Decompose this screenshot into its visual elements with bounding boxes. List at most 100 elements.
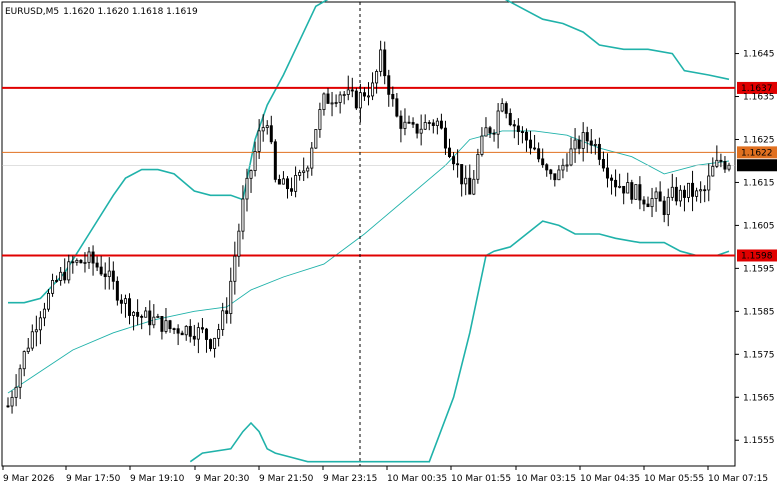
candle-body <box>634 184 638 200</box>
candle-body <box>488 127 492 134</box>
candle-body <box>91 251 95 264</box>
x-tick-label: 10 Mar 04:35 <box>580 474 640 484</box>
candle-body <box>342 94 346 96</box>
candle-body <box>391 93 395 100</box>
candle-body <box>638 184 642 201</box>
bollinger-upper-line <box>8 0 730 304</box>
candle-body <box>387 75 391 95</box>
candle-body <box>233 255 237 282</box>
y-tick-label: 1.1575 <box>743 350 775 360</box>
candle-body <box>597 143 601 160</box>
x-tick-label: 9 Mar 2026 <box>3 474 55 484</box>
candle-body <box>468 177 472 195</box>
candle-body <box>512 124 516 127</box>
candle-body <box>366 95 370 98</box>
candle-body <box>67 261 71 281</box>
y-tick-label: 1.1625 <box>743 135 775 145</box>
candle-body <box>257 130 261 152</box>
candle-body <box>399 115 403 129</box>
candle-body <box>711 165 715 177</box>
level-price-label: 1.1637 <box>741 84 773 94</box>
candle-body <box>229 280 233 314</box>
candle-body <box>164 320 168 332</box>
candle-body <box>221 310 225 330</box>
x-tick-label: 10 Mar 03:15 <box>516 474 576 484</box>
candle-body <box>662 200 666 215</box>
candle-body <box>338 94 342 103</box>
candle-body <box>83 261 87 264</box>
candle-body <box>298 172 302 176</box>
x-tick-label: 9 Mar 17:50 <box>66 474 121 484</box>
candle-body <box>79 259 83 264</box>
candle-body <box>626 182 630 194</box>
candle-body <box>249 170 253 179</box>
candle-body <box>119 299 123 304</box>
candle-body <box>253 151 257 171</box>
candle-body <box>605 167 609 179</box>
candle-body <box>47 292 51 310</box>
candle-body <box>107 270 111 278</box>
ohlc-values: 1.1620 1.1620 1.1618 1.1619 <box>63 7 198 17</box>
candle-body <box>152 316 156 326</box>
candle-body <box>557 169 561 181</box>
candle-body <box>727 164 731 170</box>
candle-body <box>585 132 589 142</box>
candle-body <box>719 159 723 162</box>
x-tick-label: 10 Mar 00:35 <box>387 474 447 484</box>
candle-body <box>237 230 241 257</box>
price-axis: 1.1645 1.1635 1.1625 1.1615 1.1605 1.1595 1.15… <box>735 50 775 446</box>
candle-body <box>492 132 496 135</box>
candle-body <box>472 178 476 195</box>
candle-body <box>217 329 221 339</box>
candle-body <box>569 148 573 166</box>
candle-body <box>476 154 480 180</box>
candle-body <box>156 315 160 318</box>
x-tick-label: 9 Mar 20:30 <box>195 474 250 484</box>
candle-body <box>419 128 423 134</box>
candle-body <box>610 177 614 181</box>
candle-body <box>209 339 213 349</box>
bollinger-lower-line <box>189 220 730 463</box>
candle-body <box>658 191 662 202</box>
candle-body <box>87 251 91 263</box>
candle-body <box>362 92 366 97</box>
candle-body <box>184 325 188 336</box>
candle-body <box>670 186 674 198</box>
candle-body <box>346 89 350 95</box>
candle-body <box>290 188 294 192</box>
candle-body <box>14 386 18 398</box>
x-tick-label: 9 Mar 23:15 <box>323 474 377 484</box>
x-tick-label: 10 Mar 01:55 <box>451 474 511 484</box>
candle-body <box>460 164 464 185</box>
candle-body <box>277 179 281 185</box>
candle-body <box>452 156 456 165</box>
y-tick-label: 1.1605 <box>743 221 775 231</box>
x-tick-label: 9 Mar 19:10 <box>130 474 185 484</box>
candle-body <box>144 310 148 318</box>
candle-body <box>160 315 164 332</box>
candle-body <box>407 121 411 124</box>
candle-body <box>707 175 711 191</box>
level-price-label-bg <box>737 249 777 262</box>
candle-body <box>196 327 200 340</box>
candle-body <box>577 139 581 149</box>
level-price-label-bg <box>737 81 777 94</box>
candle-body <box>42 308 46 319</box>
candle-body <box>435 120 439 126</box>
candle-body <box>281 178 285 185</box>
candle-body <box>273 141 277 180</box>
candle-body <box>516 125 520 132</box>
candle-body <box>699 189 703 192</box>
candle-body <box>686 182 690 198</box>
candle-body <box>306 167 310 172</box>
candle-body <box>6 405 10 408</box>
candle-body <box>51 280 55 294</box>
candle-body <box>245 177 249 200</box>
candle-body <box>504 103 508 114</box>
candle-body <box>541 158 545 166</box>
candle-body <box>423 122 427 130</box>
candle-body <box>464 177 468 185</box>
